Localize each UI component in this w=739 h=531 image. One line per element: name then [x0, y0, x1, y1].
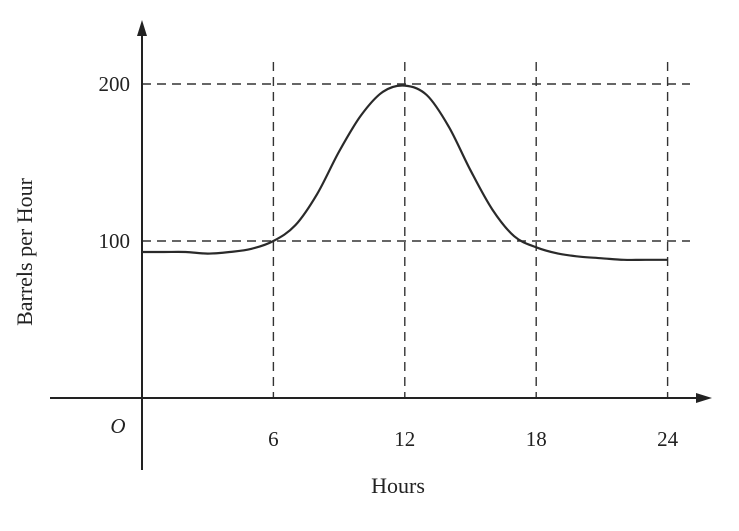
x-tick-label-18: 18	[526, 427, 547, 451]
y-tick-label-100: 100	[99, 229, 131, 253]
y-axis-arrowhead	[137, 20, 147, 36]
series-line-0	[142, 84, 668, 262]
y-tick-label-200: 200	[99, 72, 131, 96]
reference-lines	[142, 62, 690, 398]
x-axis-arrowhead	[696, 393, 712, 403]
origin-label: O	[110, 414, 125, 438]
axes	[50, 20, 712, 470]
x-tick-label-6: 6	[268, 427, 279, 451]
x-tick-label-24: 24	[657, 427, 679, 451]
y-axis-title: Barrels per Hour	[12, 177, 37, 326]
x-axis-title: Hours	[371, 473, 425, 498]
x-tick-label-12: 12	[394, 427, 415, 451]
tick-labels: 6 12 18 24 100 200	[99, 72, 679, 451]
series-layer	[142, 84, 668, 262]
